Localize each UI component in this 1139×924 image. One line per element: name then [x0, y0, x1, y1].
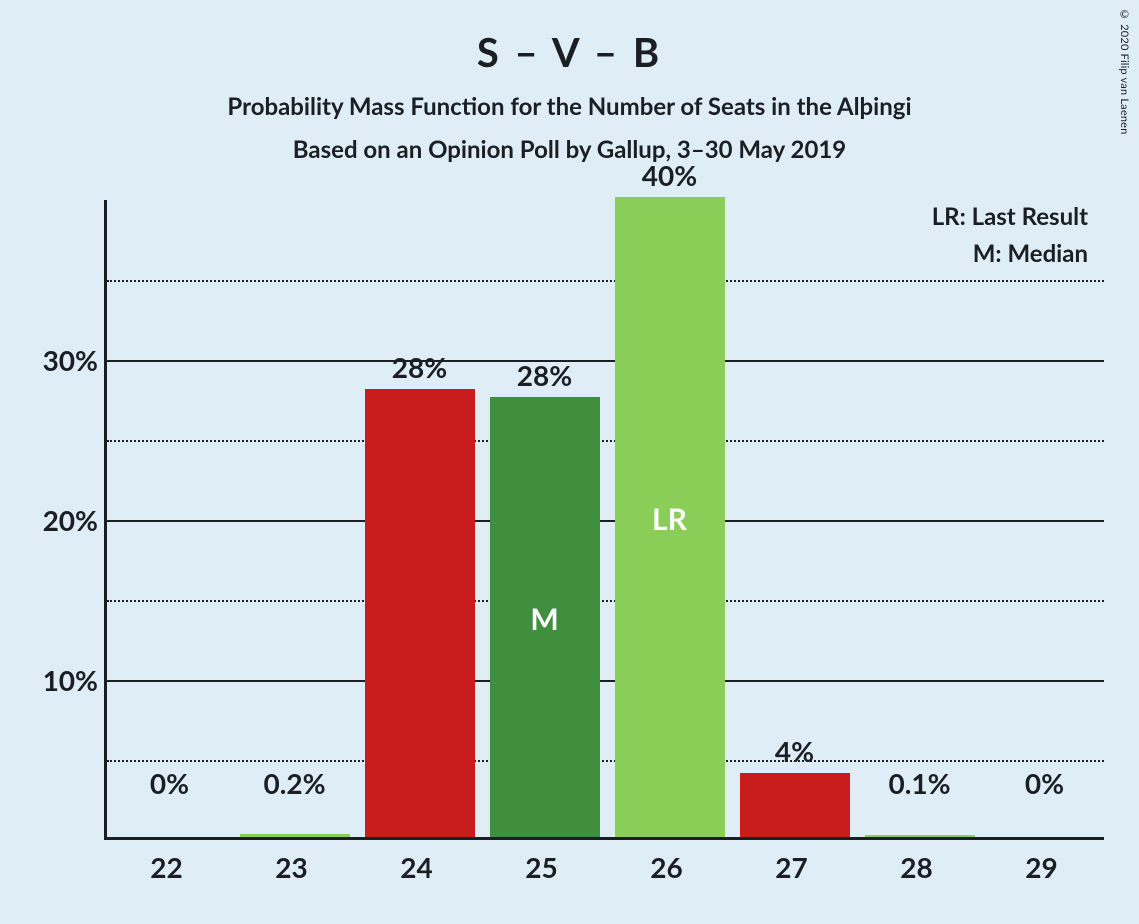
- bar-value-label: 40%: [642, 158, 697, 192]
- chart-legend: LR: Last Result M: Median: [932, 202, 1088, 276]
- grid-minor: [107, 280, 1104, 282]
- bar-value-label: 28%: [517, 358, 572, 392]
- legend-lr: LR: Last Result: [932, 202, 1088, 231]
- chart-titles: S – V – B Probability Mass Function for …: [0, 0, 1139, 164]
- bar-marker: M: [530, 601, 558, 637]
- bar-marker: LR: [652, 501, 687, 537]
- copyright-text: © 2020 Filip van Laenen: [1118, 8, 1131, 135]
- grid-major: [107, 360, 1104, 362]
- y-tick-label: 20%: [18, 503, 98, 537]
- bar-value-label: 4%: [775, 734, 814, 768]
- bar-value-label: 0%: [150, 766, 189, 800]
- x-tick-label: 25: [525, 850, 557, 884]
- bar-value-label: 28%: [392, 350, 447, 384]
- chart-title: S – V – B: [0, 28, 1139, 76]
- y-tick-label: 10%: [18, 663, 98, 697]
- bar: [740, 773, 850, 837]
- x-tick-label: 23: [275, 850, 307, 884]
- x-tick-label: 28: [900, 850, 932, 884]
- chart-subtitle-1: Probability Mass Function for the Number…: [0, 92, 1139, 121]
- grid-major: [107, 520, 1104, 522]
- chart-area: LR: Last Result M: Median 0% 0.2% 28% M 28% L…: [30, 200, 1110, 880]
- plot-area: LR: Last Result M: Median 0% 0.2% 28% M 28% L…: [104, 200, 1104, 840]
- bar-value-label: 0%: [1025, 766, 1064, 800]
- bar-value-label: 0.2%: [263, 766, 325, 800]
- bar: [240, 834, 350, 837]
- grid-minor: [107, 440, 1104, 442]
- bar: LR: [615, 197, 725, 837]
- x-tick-label: 26: [650, 850, 682, 884]
- grid-major: [107, 680, 1104, 682]
- bar: M: [490, 397, 600, 837]
- legend-m: M: Median: [932, 239, 1088, 268]
- x-tick-label: 24: [400, 850, 432, 884]
- chart-subtitle-2: Based on an Opinion Poll by Gallup, 3–30…: [0, 135, 1139, 164]
- bar: [865, 835, 975, 837]
- y-tick-label: 30%: [18, 343, 98, 377]
- grid-minor: [107, 600, 1104, 602]
- x-tick-label: 29: [1025, 850, 1057, 884]
- grid-minor: [107, 760, 1104, 762]
- bar: [365, 389, 475, 837]
- bar-value-label: 0.1%: [888, 766, 950, 800]
- x-tick-label: 27: [775, 850, 807, 884]
- x-tick-label: 22: [150, 850, 182, 884]
